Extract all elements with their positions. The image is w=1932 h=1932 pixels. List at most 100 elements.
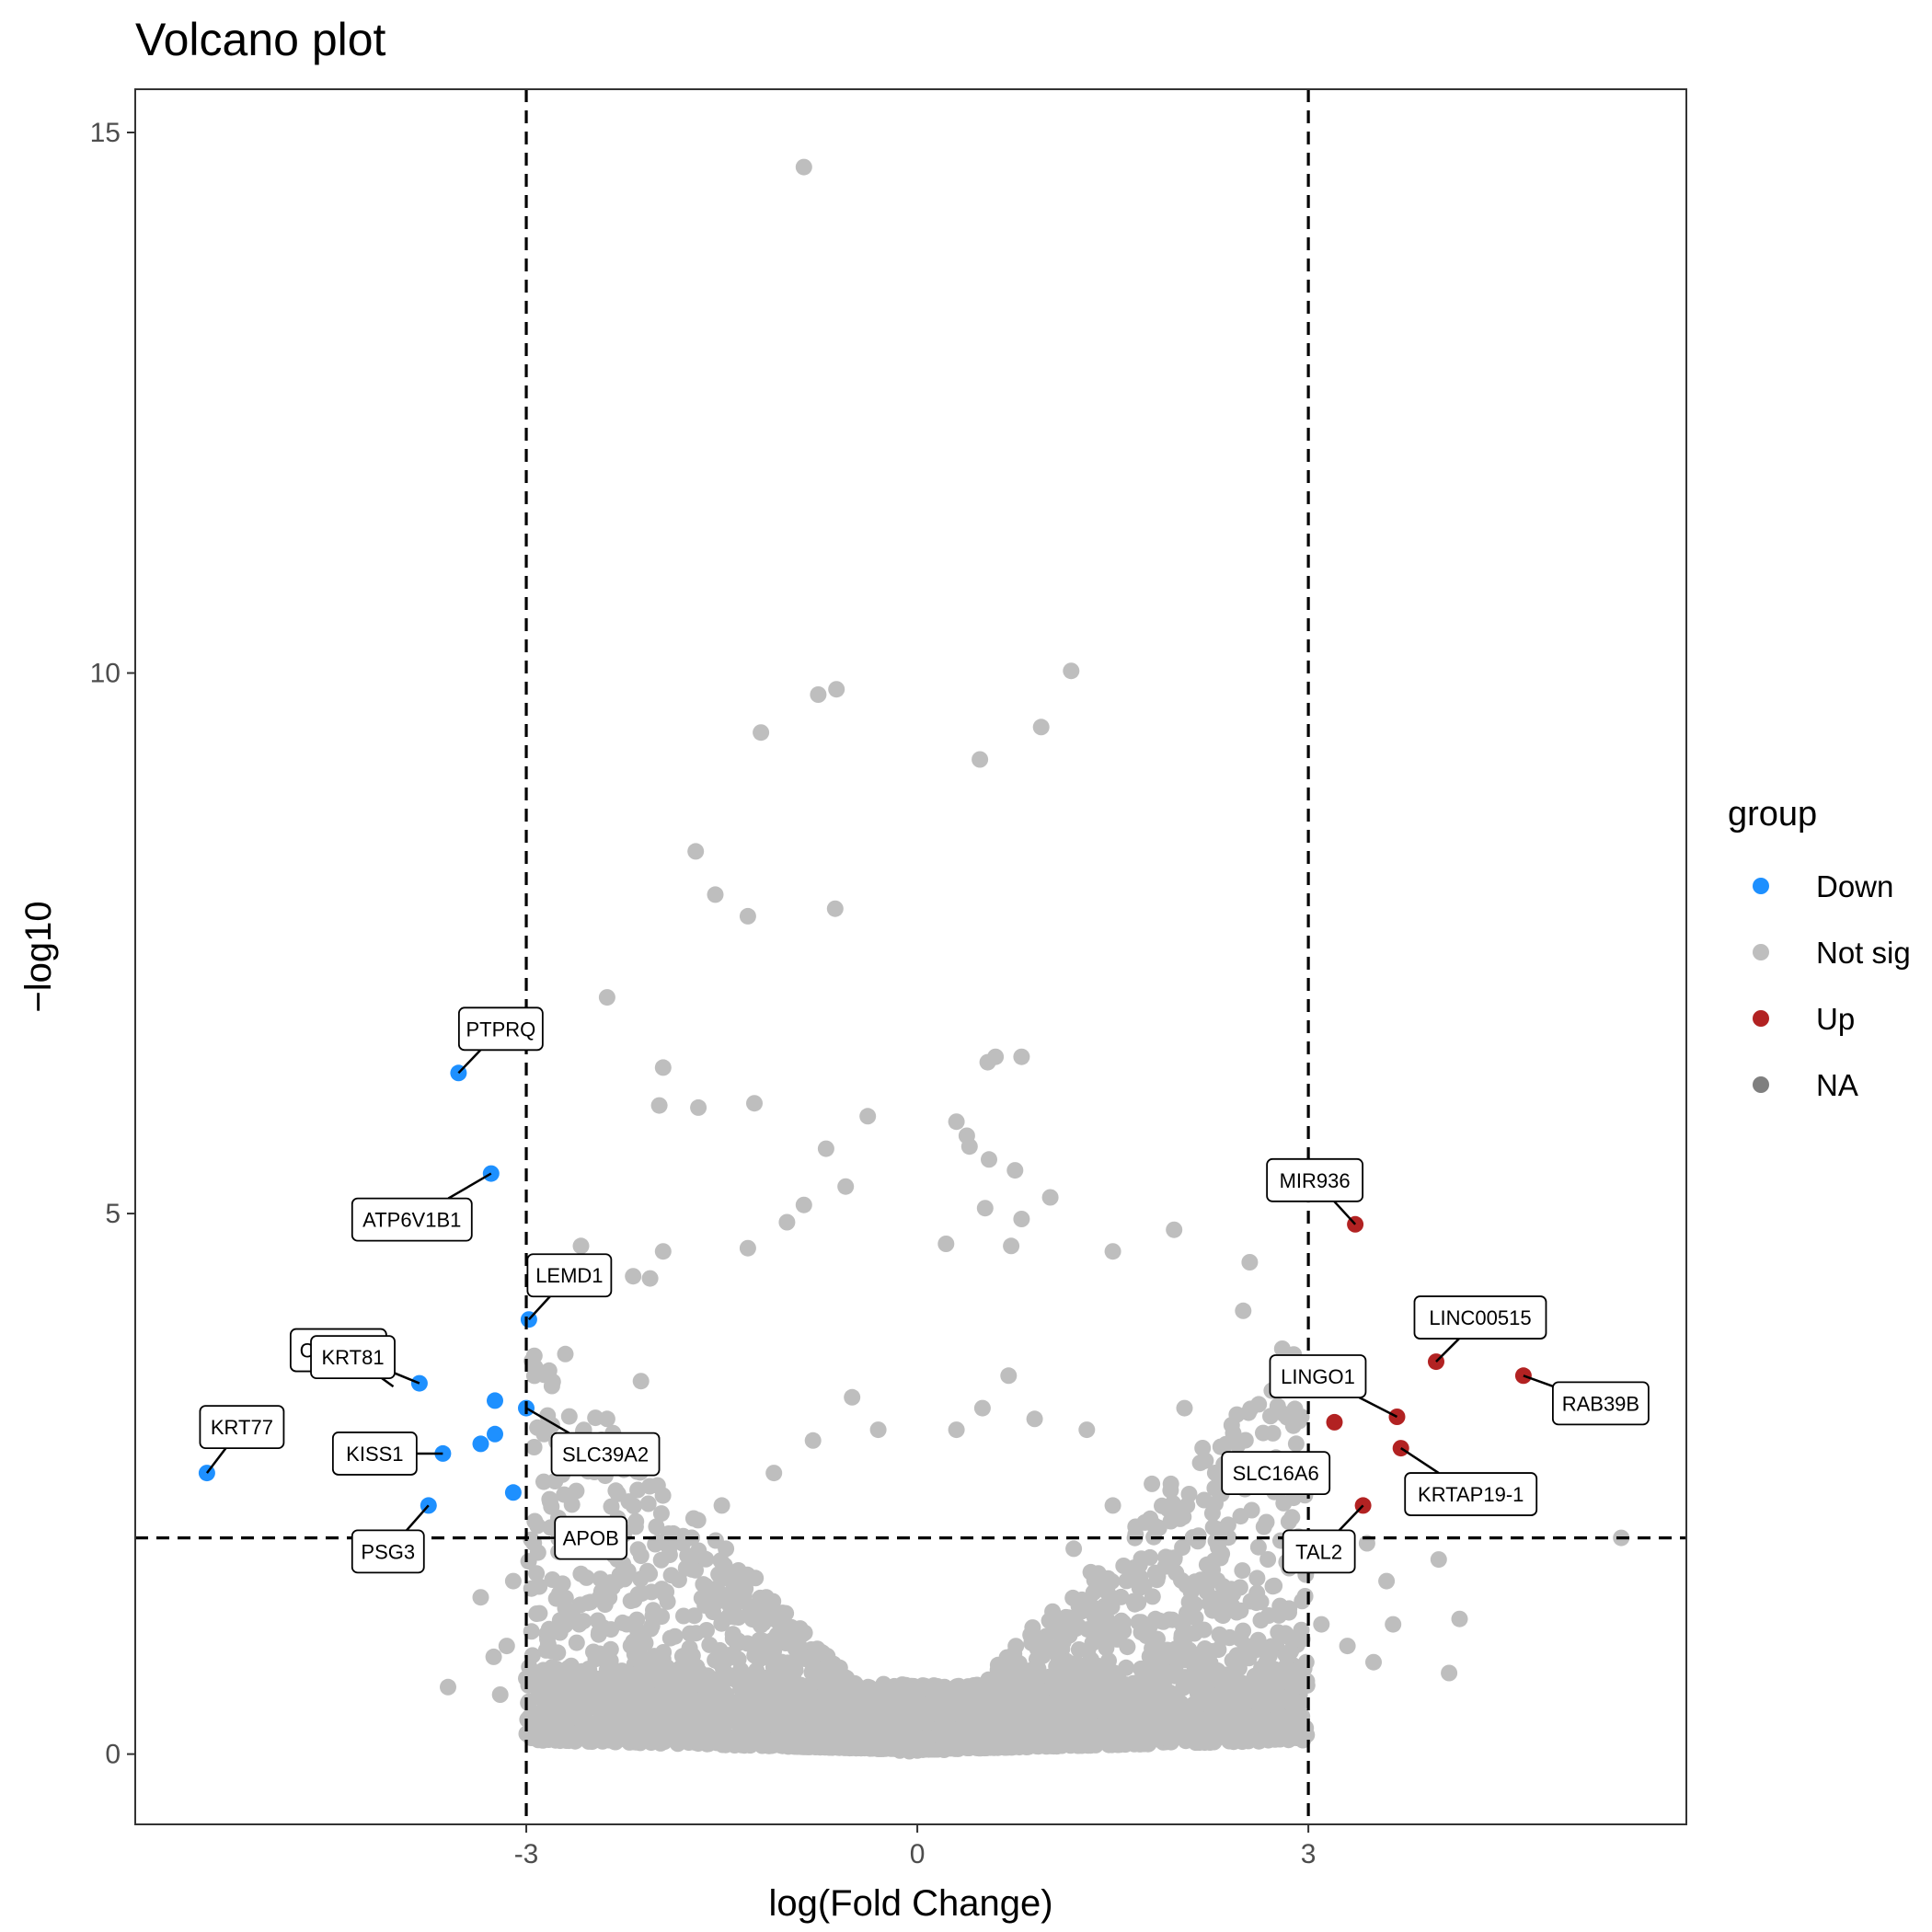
cloud-point (654, 1650, 672, 1668)
label-box (1221, 1451, 1331, 1495)
cloud-point (1234, 1733, 1251, 1751)
cloud-point (1092, 1677, 1110, 1695)
point-down (487, 1425, 503, 1443)
cloud-point (867, 1731, 884, 1748)
cloud-point (807, 1728, 824, 1745)
cloud-point (1197, 1452, 1214, 1469)
label-box (1413, 1295, 1547, 1340)
label-box (1282, 1529, 1356, 1574)
label-text: KRT81 (321, 1346, 384, 1369)
cloud-point (1228, 1662, 1246, 1679)
point-not-sig (1041, 1189, 1059, 1206)
cloud-point (1292, 1628, 1309, 1646)
cloud-point (705, 1604, 721, 1621)
point-not-sig (739, 1239, 756, 1257)
cloud-point (796, 1624, 813, 1641)
point-not-sig (844, 1388, 861, 1406)
cloud-point (1234, 1562, 1251, 1580)
point-not-sig (1078, 1421, 1096, 1439)
cloud-point (1148, 1571, 1166, 1589)
cloud-point (1186, 1625, 1203, 1642)
cloud-point (1067, 1620, 1085, 1638)
point-not-sig (1013, 1211, 1030, 1227)
point-not-sig (707, 886, 724, 903)
cloud-point (977, 1727, 995, 1744)
label-text: PTPRQ (466, 1018, 535, 1041)
cloud-point (746, 1728, 764, 1745)
cloud-point (541, 1493, 558, 1510)
cloud-point (1166, 1650, 1183, 1667)
cloud-point (1220, 1529, 1237, 1547)
point-not-sig (1182, 1583, 1200, 1601)
cloud-point (674, 1719, 692, 1736)
cloud-point (715, 1728, 732, 1745)
cloud-point (1223, 1417, 1240, 1433)
label-text: LINGO1 (1281, 1365, 1355, 1388)
label-text: MIR936 (1280, 1169, 1351, 1192)
cloud-point (1246, 1639, 1263, 1656)
cloud-point (1084, 1634, 1101, 1651)
cloud-point (576, 1674, 593, 1692)
cloud-point (784, 1715, 801, 1732)
x-axis-title: log(Fold Change) (768, 1883, 1052, 1924)
point-not-sig (826, 900, 844, 917)
x-tick-label: 0 (910, 1839, 926, 1869)
point-not-sig (598, 989, 615, 1006)
point-not-sig (1241, 1254, 1259, 1271)
cloud-point (1190, 1527, 1207, 1545)
plot-panel-border (134, 88, 1687, 1825)
label-text: RAB39B (1562, 1392, 1639, 1415)
point-not-sig (1000, 1367, 1018, 1385)
point-not-sig (498, 1638, 515, 1655)
cloud-point (720, 1647, 738, 1664)
point-not-sig (650, 1097, 668, 1114)
point-not-sig (981, 1151, 997, 1168)
point-not-sig (804, 1432, 822, 1449)
cloud-point (1141, 1648, 1158, 1665)
point-not-sig (1026, 1410, 1043, 1428)
cloud-point (924, 1692, 941, 1709)
cloud-point (1157, 1548, 1175, 1566)
point-not-sig (795, 1196, 812, 1213)
point-not-sig (654, 1059, 672, 1076)
label-box (351, 1529, 425, 1574)
point-not-sig (1006, 1162, 1024, 1179)
cloud-point (624, 1666, 641, 1684)
point-not-sig (641, 1270, 659, 1287)
cloud-point (529, 1419, 546, 1436)
cloud-point (607, 1482, 625, 1500)
cloud-point (604, 1672, 621, 1689)
point-not-sig (960, 1138, 978, 1156)
point-not-sig (1104, 1243, 1121, 1260)
gene-label: MIR936 (1266, 1157, 1364, 1225)
label-text: PSG3 (361, 1540, 415, 1563)
cloud-point (563, 1496, 581, 1513)
cloud-point (1118, 1659, 1134, 1676)
cloud-point (1091, 1701, 1109, 1719)
point-not-sig (687, 843, 705, 860)
cloud-point (666, 1627, 684, 1645)
cloud-point (621, 1733, 638, 1751)
cloud-point (1133, 1719, 1151, 1737)
point-not-sig (1385, 1616, 1402, 1633)
cloud-point (647, 1535, 664, 1553)
cloud-point (760, 1650, 777, 1666)
cloud-point (1050, 1650, 1067, 1667)
point-not-sig (1032, 719, 1050, 736)
cloud-point (652, 1734, 670, 1752)
cloud-point (636, 1700, 652, 1718)
point-not-sig (778, 1213, 796, 1231)
cloud-point (589, 1612, 606, 1629)
cloud-point (531, 1604, 548, 1622)
cloud-point (1032, 1683, 1050, 1700)
label-connector (1435, 1338, 1460, 1363)
label-connector (1358, 1396, 1398, 1419)
point-not-sig (1365, 1653, 1382, 1671)
point-not-sig (531, 1578, 548, 1595)
cloud-point (776, 1730, 794, 1747)
point-not-sig (1313, 1616, 1330, 1633)
point-not-sig (1065, 1540, 1083, 1558)
gene-label: PTPRQ (457, 1006, 544, 1075)
cloud-point (1296, 1588, 1314, 1604)
label-box (1551, 1381, 1650, 1426)
